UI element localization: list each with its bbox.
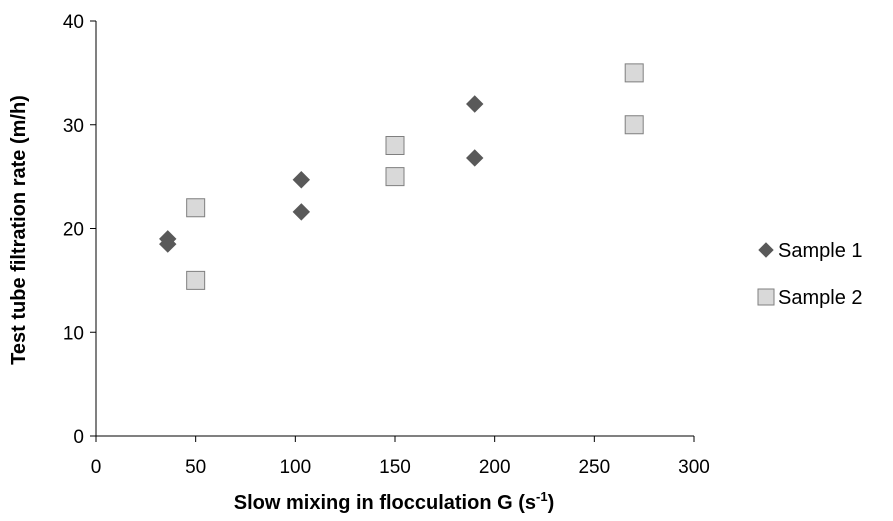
sample-1-point [292, 171, 311, 189]
x-tick-label: 200 [479, 457, 511, 478]
legend-label: Sample 1 [778, 240, 863, 262]
x-tick-label: 150 [379, 457, 411, 478]
sample-1-point [466, 149, 484, 167]
y-tick-label: 20 [63, 220, 84, 241]
legend: Sample 1 Sample 2 [757, 240, 863, 309]
y-tick-label: 10 [63, 323, 84, 344]
sample-2-point [385, 167, 405, 187]
sample-1-point [466, 95, 484, 113]
sample-2-point [624, 63, 644, 83]
x-axis-title: Slow mixing in flocculation G (s-1) [234, 489, 554, 514]
data-markers [159, 63, 644, 290]
x-tick-label: 100 [279, 457, 311, 478]
x-tick-label: 250 [578, 457, 610, 478]
x-tick-label: 300 [678, 457, 710, 478]
legend-marker-diamond [758, 242, 774, 258]
plot-area [90, 20, 695, 442]
sample-2-point [385, 136, 405, 155]
sample-1-point [159, 235, 177, 253]
legend-label: Sample 2 [778, 287, 863, 309]
sample-1-point [292, 203, 311, 221]
legend-marker-square [757, 288, 775, 306]
x-tick-label: 50 [185, 457, 206, 478]
y-tick-label: 30 [63, 116, 84, 137]
sample-2-point [186, 198, 206, 218]
y-axis-title: Test tube filtration rate (m/h) [8, 95, 30, 365]
y-tick-label: 40 [63, 12, 84, 33]
y-tick-label: 0 [73, 427, 84, 448]
sample-2-point [624, 115, 644, 135]
sample-2-point [186, 270, 206, 290]
tick-labels: 0 10 20 30 40 0 50 100 150 200 250 300 [63, 12, 710, 478]
x-tick-label: 0 [91, 457, 102, 478]
